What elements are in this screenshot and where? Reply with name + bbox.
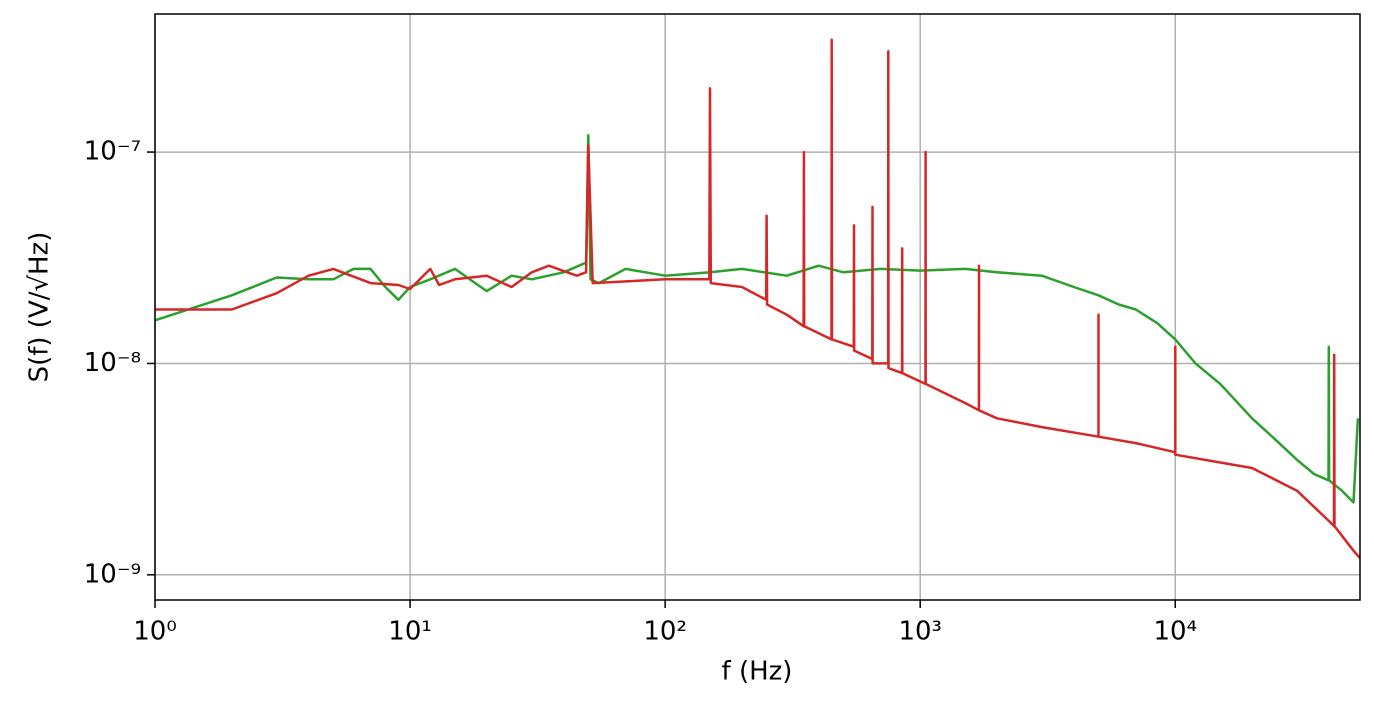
y-tick-label: 10⁻⁹: [84, 559, 141, 589]
x-tick-label: 10¹: [388, 617, 432, 647]
x-tick-label: 10⁴: [1154, 617, 1198, 647]
x-tick-label: 10⁰: [133, 617, 177, 647]
y-tick-label: 10⁻⁷: [84, 137, 141, 167]
y-tick-label: 10⁻⁸: [84, 348, 141, 378]
plot-frame: [154, 13, 1361, 601]
x-axis-label: f (Hz): [722, 657, 793, 687]
y-axis-label: S(f) (V/√Hz): [25, 232, 55, 383]
series-line: [155, 38, 1360, 559]
x-tick-label: 10³: [898, 617, 942, 647]
x-tick-label: 10²: [643, 617, 687, 647]
